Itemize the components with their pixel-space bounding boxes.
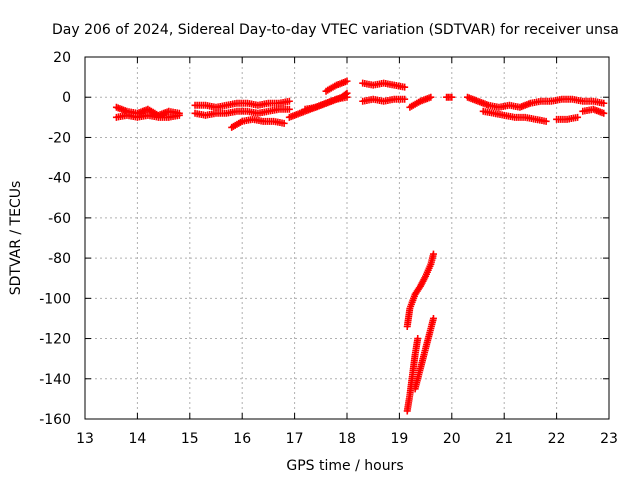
data-point xyxy=(343,93,351,101)
x-tick-label: 19 xyxy=(390,431,408,447)
data-point xyxy=(448,93,456,101)
data-point xyxy=(429,250,437,258)
x-tick-label: 20 xyxy=(443,431,461,447)
x-tick-label: 17 xyxy=(286,431,304,447)
plot-frame xyxy=(84,56,610,420)
y-tick-label: -140 xyxy=(39,372,71,388)
y-tick-label: -80 xyxy=(48,251,71,267)
data-point xyxy=(175,111,183,119)
y-tick-label: -20 xyxy=(48,130,71,146)
x-tick-label: 14 xyxy=(128,431,146,447)
data-point xyxy=(285,97,293,105)
data-point xyxy=(285,105,293,113)
grid-lines xyxy=(85,57,609,419)
data-point xyxy=(574,113,582,121)
y-tick-label: -120 xyxy=(39,332,71,348)
y-tick-label: -100 xyxy=(39,291,71,307)
y-tick-label: -60 xyxy=(48,211,71,227)
x-tick-label: 22 xyxy=(548,431,566,447)
x-axis-label: GPS time / hours xyxy=(286,458,403,474)
data-point xyxy=(414,335,422,343)
data-point xyxy=(280,119,288,127)
data-point xyxy=(401,83,409,91)
x-tick-label: 15 xyxy=(181,431,199,447)
y-tick-label: 0 xyxy=(62,90,71,106)
data-point xyxy=(343,77,351,85)
x-tick-label: 13 xyxy=(76,431,94,447)
chart-title: Day 206 of 2024, Sidereal Day-to-day VTE… xyxy=(52,22,619,38)
data-point xyxy=(600,99,608,107)
x-tick-label: 18 xyxy=(338,431,356,447)
y-tick-label: -160 xyxy=(39,412,71,428)
data-point xyxy=(600,109,608,117)
data-point xyxy=(401,95,409,103)
x-tick-label: 21 xyxy=(495,431,513,447)
y-axis-label: SDTVAR / TECUs xyxy=(8,181,24,296)
data-point xyxy=(427,93,435,101)
y-tick-label: 20 xyxy=(53,50,71,66)
data-point xyxy=(429,314,437,322)
axis-ticks: 13 14 15 16 17 18 19 20 21 22 23 20 0 -20 -40 -60 -80 -10… xyxy=(39,50,618,447)
data-point xyxy=(542,117,550,125)
x-tick-label: 23 xyxy=(600,431,618,447)
y-tick-label: -40 xyxy=(48,171,71,187)
data-points xyxy=(112,77,608,415)
x-tick-label: 16 xyxy=(233,431,251,447)
